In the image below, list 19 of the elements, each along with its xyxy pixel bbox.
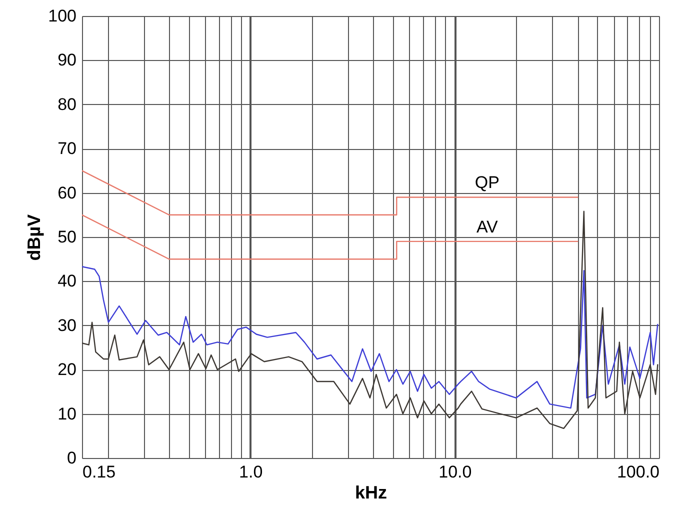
series-label: QP (474, 173, 500, 192)
y-tick-label: 60 (58, 183, 76, 202)
y-tick-label: 80 (58, 94, 76, 114)
y-tick-label: 70 (58, 139, 76, 158)
y-tick-label: 100 (48, 6, 76, 26)
x-tick-label: 1.0 (239, 462, 263, 482)
x-tick-label: 10.0 (438, 462, 472, 482)
x-tick-label: 100.0 (616, 462, 660, 482)
y-tick-label: 10 (58, 404, 76, 424)
y-tick-label: 50 (58, 228, 76, 246)
x-axis-title: kHz (354, 482, 388, 502)
y-tick-label: 40 (58, 272, 76, 291)
y-tick-label: 90 (58, 50, 76, 70)
y-tick-label: 0 (67, 448, 76, 468)
series-label: AV (476, 217, 499, 236)
y-axis-title: dBµV (24, 214, 44, 261)
x-tick-label: 0.15 (82, 462, 116, 482)
y-tick-label: 20 (58, 360, 76, 380)
y-tick-label: 30 (58, 316, 76, 335)
